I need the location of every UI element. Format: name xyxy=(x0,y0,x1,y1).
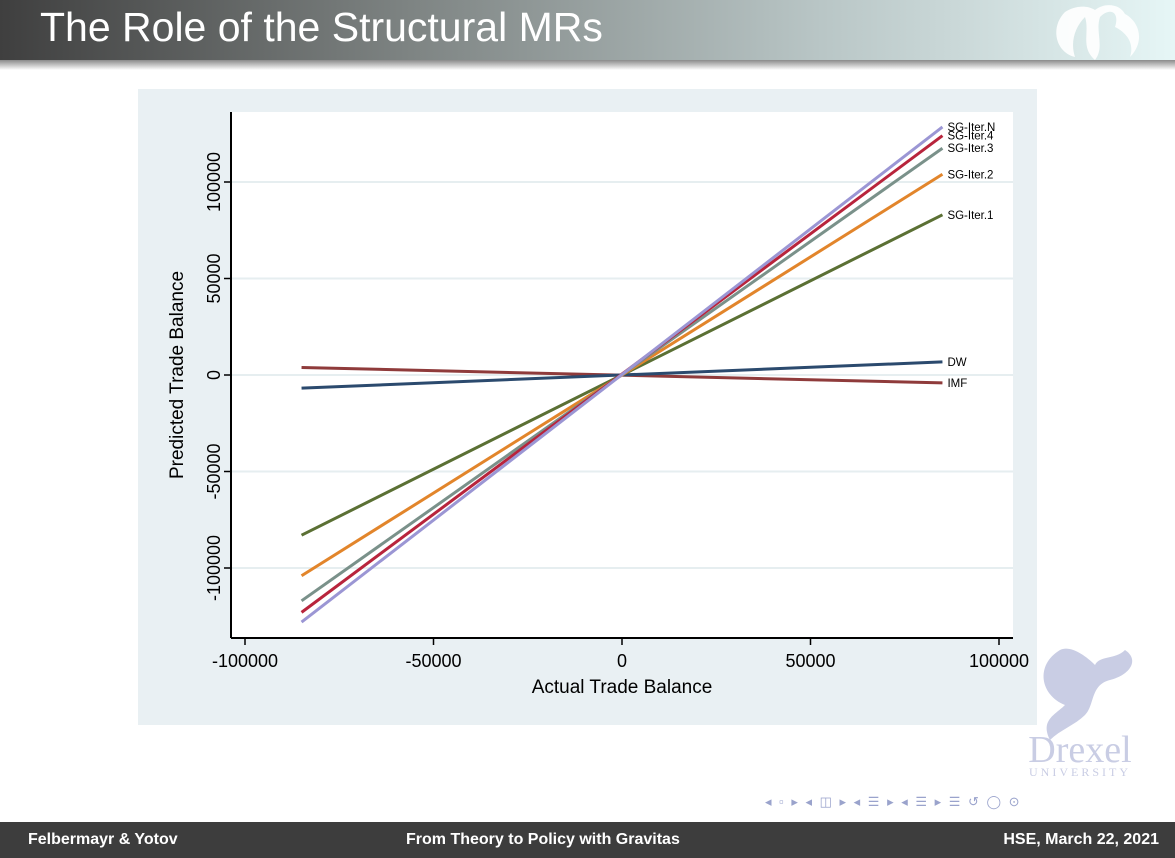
trade-balance-chart: IMFDWSG-Iter.1SG-Iter.2SG-Iter.3SG-Iter.… xyxy=(167,112,1029,698)
y-tick-label: 0 xyxy=(204,370,224,380)
series-label: SG-Iter.N xyxy=(947,122,995,134)
series-label: SG-Iter.2 xyxy=(947,169,993,181)
logo-subtext: UNIVERSITY xyxy=(1029,765,1131,779)
y-tick-label: -50000 xyxy=(204,443,224,499)
series-label: SG-Iter.4 xyxy=(947,131,994,143)
x-axis-label: Actual Trade Balance xyxy=(532,677,713,698)
footer-authors: Felbermayr & Yotov xyxy=(28,831,178,848)
x-tick-label: 0 xyxy=(617,651,627,671)
beamer-navigation[interactable]: ◂ ▫ ▸ ◂ ◫ ▸ ◂ ☰ ▸ ◂ ☰ ▸ ☰ ↺ ◯ ⊙ xyxy=(765,794,1022,809)
x-tick-label: -50000 xyxy=(405,651,461,671)
slide-header xyxy=(0,0,1175,60)
drexel-logo: Drexel UNIVERSITY xyxy=(1028,648,1133,779)
series-label: SG-Iter.1 xyxy=(947,210,993,222)
logo-text: Drexel xyxy=(1028,729,1131,771)
x-tick-label: -100000 xyxy=(212,651,278,671)
x-tick-label: 100000 xyxy=(969,651,1029,671)
y-tick-label: 100000 xyxy=(204,152,224,212)
header-shadow xyxy=(0,60,1175,70)
series-line-sg-iter-n xyxy=(300,125,944,624)
slide-title: The Role of the Structural MRs xyxy=(40,4,603,50)
y-tick-label: 50000 xyxy=(204,253,224,303)
series-label: IMF xyxy=(947,378,967,390)
slide-footer: Felbermayr & Yotov From Theory to Policy… xyxy=(0,822,1175,858)
x-tick-label: 50000 xyxy=(785,651,835,671)
series-label: SG-Iter.3 xyxy=(947,143,993,155)
footer-date: HSE, March 22, 2021 xyxy=(1003,831,1159,848)
y-axis-label: Predicted Trade Balance xyxy=(167,271,188,479)
footer-title: From Theory to Policy with Gravitas xyxy=(406,831,680,848)
y-tick-label: -100000 xyxy=(204,535,224,601)
series-label: DW xyxy=(947,357,966,369)
dragon-logo-icon xyxy=(1056,5,1140,61)
